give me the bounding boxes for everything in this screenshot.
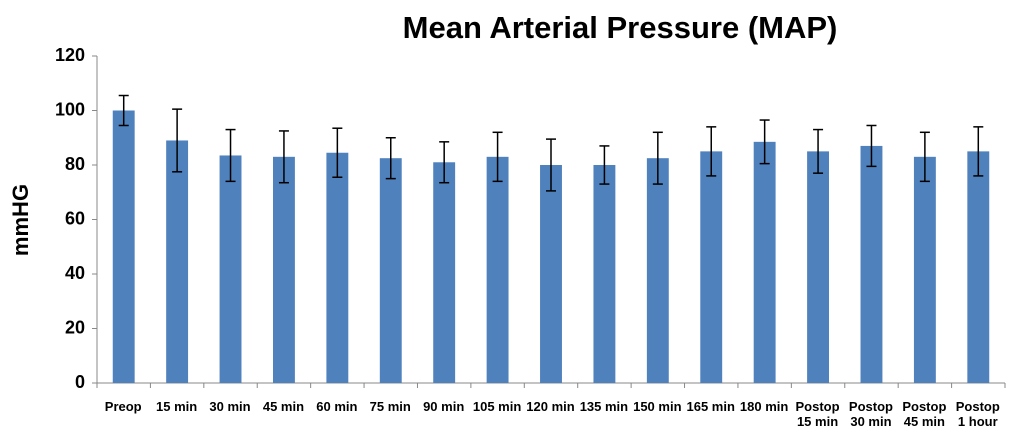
bar: [272, 156, 295, 383]
bar: [913, 156, 936, 383]
y-tick-label: 100: [55, 99, 85, 119]
bar: [646, 158, 669, 383]
chart-title: Mean Arterial Pressure (MAP): [403, 10, 838, 45]
x-tick-label: Postop 30 min: [848, 399, 893, 429]
x-tick-label: 120 min: [526, 399, 575, 414]
bar: [540, 165, 562, 383]
x-tick-label: 135 min: [579, 399, 629, 414]
bar: [486, 156, 509, 383]
x-tick-label: Postop 1 hour: [955, 399, 1000, 429]
x-tick-label: 180 min: [739, 399, 789, 414]
bar: [112, 110, 135, 383]
bar: [219, 155, 242, 383]
error-bar: [919, 131, 930, 183]
error-bar: [332, 127, 343, 179]
bar: [807, 151, 830, 383]
y-tick-label: 80: [65, 154, 85, 174]
x-tick-label: 150 min: [633, 399, 682, 414]
x-tick-label: Postop 15 min: [795, 399, 840, 429]
error-bar: [866, 124, 877, 168]
error-bar: [706, 126, 717, 177]
bar: [326, 152, 349, 383]
bar: [166, 140, 189, 383]
error-bar: [813, 128, 824, 174]
bar: [379, 158, 402, 383]
x-tick-label: 45 min: [262, 399, 305, 414]
bar: [433, 162, 456, 383]
y-tick-label: 40: [65, 263, 85, 283]
error-bar: [278, 130, 289, 184]
error-bar: [599, 145, 610, 185]
error-bar: [118, 94, 129, 127]
error-bar: [172, 108, 183, 173]
bar: [593, 165, 616, 383]
x-tick-label: Postop 45 min: [902, 399, 947, 429]
x-tick-label: 165 min: [686, 399, 735, 414]
y-tick-label: 20: [65, 317, 85, 337]
error-bar: [225, 128, 236, 183]
error-bar: [546, 138, 556, 192]
y-tick-label: 60: [65, 208, 85, 228]
x-tick-label: 105 min: [472, 399, 522, 414]
bar: [967, 151, 990, 383]
error-bar: [973, 126, 984, 177]
x-tick-label: 30 min: [209, 399, 251, 414]
bar: [700, 151, 723, 383]
error-bar: [385, 137, 396, 180]
y-axis-label: mmHG: [8, 184, 33, 256]
x-tick-label: 15 min: [156, 399, 198, 414]
error-bar: [439, 141, 450, 184]
y-tick-label: 120: [55, 45, 85, 65]
x-tick-label: 60 min: [316, 399, 358, 414]
x-tick-label: Preop: [104, 399, 142, 414]
bar: [860, 145, 883, 383]
error-bar: [759, 119, 770, 165]
error-bar: [492, 131, 503, 183]
error-bar: [652, 131, 663, 185]
bar: [753, 141, 776, 383]
y-tick-label: 0: [75, 372, 85, 392]
x-tick-label: 75 min: [369, 399, 411, 414]
x-tick-label: 90 min: [423, 399, 465, 414]
